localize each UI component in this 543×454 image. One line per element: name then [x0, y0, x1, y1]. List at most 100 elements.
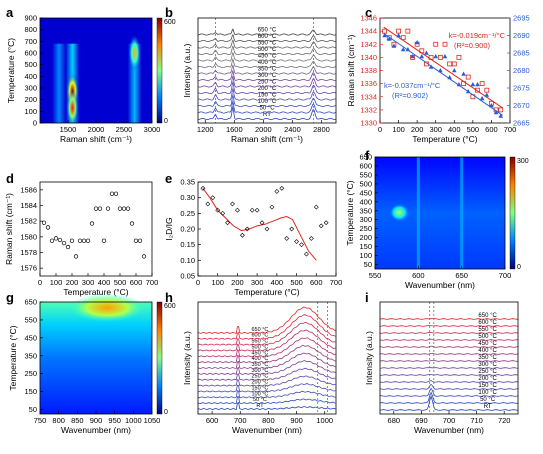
y-tick-label: 900: [24, 14, 37, 23]
series-label: 450 °C: [478, 341, 497, 347]
spectrum-line: [198, 69, 336, 82]
data-point: [437, 54, 443, 60]
data-point: [382, 33, 387, 38]
spectrum-line: [197, 306, 336, 334]
y-tick-label: 650: [359, 153, 372, 162]
spectrum-line: [197, 352, 336, 369]
x-axis-label: Wavenumber (nm): [414, 425, 484, 435]
x-axis-label: Temperature (°C): [63, 287, 128, 297]
spectrum-line: [197, 360, 336, 375]
spectrum-line: [198, 87, 336, 101]
plot-frame: [197, 181, 337, 277]
y-tick-label: 650: [24, 298, 37, 307]
data-point: [89, 221, 95, 226]
series-label: 550 °C: [252, 339, 269, 345]
panel-letter: e: [165, 171, 172, 186]
data-point: [484, 92, 490, 97]
y-tick-label: 450: [359, 188, 372, 197]
heatmap-hotspot: [389, 203, 410, 222]
y-axis-label: Temperature (°C): [6, 38, 16, 103]
x-tick-label: 1050: [144, 416, 161, 425]
y2-tick-label: 2685: [513, 49, 530, 58]
data-point: [220, 210, 226, 216]
data-point: [313, 204, 319, 210]
panel-letter: a: [6, 5, 14, 20]
x-tick-label: 1000: [316, 416, 333, 425]
data-point: [308, 235, 314, 241]
x-axis-label: Temperature (°C): [412, 134, 477, 144]
fit-r2: (R²=0.902): [392, 91, 429, 100]
data-point: [294, 239, 299, 244]
data-point: [113, 191, 119, 196]
spectrum-line: [197, 105, 336, 120]
y-tick-label: 1340: [360, 53, 377, 62]
data-point: [386, 36, 392, 41]
x-tick-label: 710: [470, 416, 483, 425]
spectrum-line: [198, 314, 336, 340]
panel-a: 1500 2000 2500 3000010020030040050060070080…: [6, 14, 176, 145]
trend-curve: [202, 188, 317, 261]
heatmap-hotspot: [69, 293, 146, 322]
x-tick-label: 600: [485, 125, 498, 134]
data-point: [424, 50, 429, 55]
y2-tick-label: 2680: [513, 66, 530, 75]
panel-letter: d: [6, 171, 14, 186]
x-tick-label: 2400: [284, 125, 301, 134]
y2-tick-label: 2675: [513, 84, 530, 93]
y2-tick-label: 2670: [513, 101, 530, 110]
spectrum-line: [379, 394, 519, 411]
x-tick-label: 0: [378, 125, 382, 134]
series-label: 250 °C: [252, 374, 269, 380]
x-tick-label: 2800: [313, 125, 330, 134]
y-tick-label: 1336: [360, 79, 377, 88]
panel-letter: b: [165, 5, 173, 20]
data-point: [304, 251, 309, 257]
y-tick-label: 800: [24, 25, 37, 34]
data-point: [244, 226, 250, 232]
spectrum-line: [198, 51, 336, 62]
spectrum-line: [197, 345, 336, 364]
x-tick-label: 700: [234, 416, 247, 425]
series-label: RT: [484, 404, 492, 410]
y-tick-label: 0.15: [180, 240, 195, 249]
data-point: [200, 185, 206, 191]
data-point: [105, 206, 111, 211]
series-label: 400 °C: [258, 60, 277, 66]
fit-line: [383, 26, 503, 109]
data-point: [391, 43, 397, 48]
y-tick-label: 1334: [360, 92, 377, 101]
panel-g: 750 800 850 900 950 1000 1050 50 150 250 350 450 550…: [8, 293, 176, 435]
x-tick-label: 700: [330, 278, 343, 287]
x-tick-label: 600: [130, 278, 143, 287]
y-tick-label: 100: [24, 107, 37, 116]
x-tick-label: 1000: [125, 416, 142, 425]
data-point: [141, 254, 147, 259]
data-point: [465, 74, 471, 80]
series-label: RT: [263, 112, 271, 118]
series-label: 500 °C: [258, 47, 277, 53]
y-tick-label: 1330: [360, 119, 377, 128]
y-tick-label: 550: [359, 170, 372, 179]
data-point: [456, 54, 462, 60]
x-tick-label: 1200: [197, 125, 214, 134]
spectrum-line: [197, 45, 336, 55]
series-label: 550 °C: [478, 327, 497, 333]
data-point: [279, 185, 285, 191]
panel-c: 0 100 200 300 400 500 600 700 1330 1332 1334 1336 13…: [346, 14, 530, 145]
data-point: [57, 237, 63, 243]
data-point: [447, 61, 453, 67]
data-point: [117, 206, 123, 211]
x-tick-label: 850: [71, 416, 84, 425]
y-tick-label: 0.20: [180, 225, 195, 234]
data-point: [230, 201, 235, 207]
x-axis-label: Raman shift (cm⁻¹): [60, 134, 132, 144]
y-tick-label: 0.25: [180, 209, 195, 218]
x-axis-label: Wavenumber (nm): [405, 280, 475, 290]
x-axis-label: Raman shift (cm⁻¹): [231, 134, 303, 144]
data-point: [97, 206, 103, 211]
plot-frame: [197, 301, 337, 415]
data-point: [269, 204, 275, 210]
series-label: 450 °C: [252, 350, 269, 356]
panel-d: 0 100 200 300 400 500 600 700 1576 1578 1580 1582 15…: [4, 181, 158, 297]
